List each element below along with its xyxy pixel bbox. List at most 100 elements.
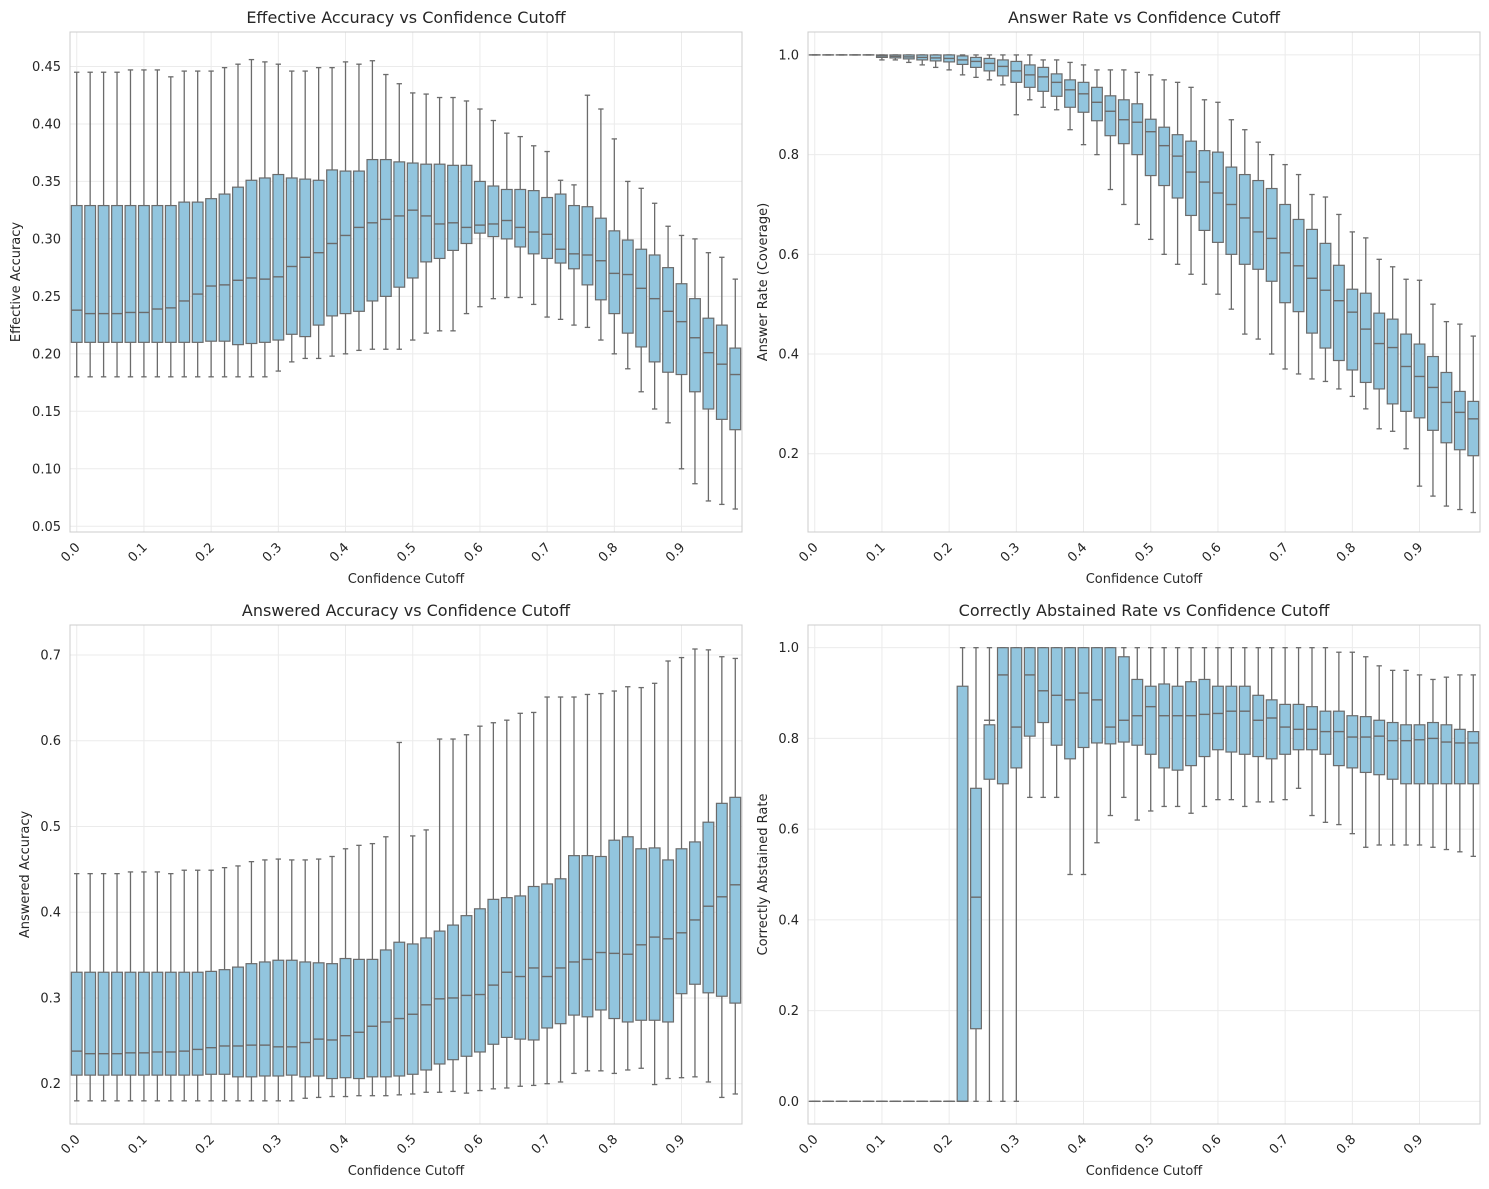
iqr-box (70, 971, 83, 1076)
box-20 (1077, 647, 1090, 876)
iqr-box (379, 949, 392, 1078)
y-tick-label: 1.0 (778, 48, 799, 63)
box-46 (1426, 303, 1439, 497)
box-41 (621, 686, 634, 1071)
iqr-box (1225, 685, 1238, 753)
iqr-box (1104, 95, 1117, 137)
box-42 (635, 686, 648, 1069)
iqr-box (164, 204, 177, 343)
box-44 (662, 660, 675, 1080)
box-40 (1346, 231, 1359, 398)
box-45 (675, 234, 688, 470)
box-7 (902, 54, 915, 64)
x-tick-label: 0.5 (1132, 540, 1157, 565)
iqr-box (702, 821, 715, 994)
box-25 (406, 92, 419, 341)
box-11 (956, 54, 969, 76)
iqr-box (164, 971, 177, 1076)
box-24 (393, 741, 406, 1096)
iqr-box (406, 943, 419, 1075)
x-tick-label: 0.2 (193, 1132, 218, 1157)
x-tick-label: 0.3 (260, 540, 285, 565)
iqr-box (433, 163, 446, 260)
box-5 (137, 69, 150, 378)
iqr-box (1010, 60, 1023, 83)
iqr-box (487, 898, 500, 1045)
box-21 (352, 63, 365, 352)
iqr-box (715, 324, 728, 420)
iqr-box (447, 924, 460, 1061)
box-4 (124, 871, 137, 1102)
panel-effective-accuracy: 0.05 0.10 0.15 0.20 0.25 0.30 0.35 0.40 0.45 0.0 0… (9, 8, 743, 587)
iqr-box (84, 204, 97, 343)
box-13 (245, 58, 258, 378)
box-17 (299, 859, 312, 1099)
box-14 (258, 859, 271, 1102)
iqr-box (1386, 318, 1399, 405)
iqr-box (662, 859, 675, 1023)
box-22 (1104, 647, 1117, 817)
box-2 (97, 872, 110, 1102)
axes-frame (807, 31, 1481, 533)
y-tick-label: 0.0 (778, 1095, 799, 1110)
iqr-box (460, 915, 473, 1057)
x-tick-label: 0.2 (931, 540, 956, 565)
iqr-box (1292, 703, 1305, 751)
y-axis-label: Correctly Abstained Rate (756, 794, 771, 956)
x-tick-label: 0.3 (998, 540, 1023, 565)
iqr-box (621, 239, 634, 334)
x-tick-label: 0.1 (864, 1132, 889, 1157)
box-21 (352, 844, 365, 1097)
box-38 (1319, 196, 1332, 383)
box-21 (1090, 69, 1103, 156)
iqr-box (124, 204, 137, 343)
iqr-box (151, 971, 164, 1076)
box-46 (1426, 678, 1439, 848)
box-18 (312, 858, 325, 1099)
iqr-box (1359, 716, 1372, 774)
iqr-box (137, 971, 150, 1076)
box-39 (1332, 213, 1345, 390)
box-42 (1373, 258, 1386, 430)
box-40 (608, 138, 621, 355)
axes-frame (807, 624, 1481, 1125)
y-tick-label: 0.8 (778, 148, 799, 163)
box-19 (1064, 61, 1077, 131)
y-axis-label: Answer Rate (Coverage) (756, 203, 771, 361)
x-tick-label: 0.5 (394, 540, 419, 565)
iqr-box (608, 230, 621, 315)
box-5 (137, 871, 150, 1102)
iqr-box (1306, 228, 1318, 334)
box-40 (1346, 651, 1359, 835)
iqr-box (366, 158, 379, 302)
box-27 (433, 96, 446, 332)
iqr-box (178, 971, 191, 1076)
x-tick-label: 0.1 (864, 540, 889, 565)
x-tick-label: 0.2 (193, 540, 218, 565)
iqr-box (729, 796, 742, 1004)
box-18 (1050, 59, 1063, 111)
x-tick-label: 0.0 (796, 1132, 821, 1157)
box-15 (1010, 54, 1023, 116)
x-tick-label: 0.5 (1132, 1132, 1157, 1157)
box-40 (608, 690, 621, 1075)
x-tick-label: 0.6 (1200, 1132, 1225, 1157)
iqr-box (956, 685, 969, 1102)
box-13 (983, 54, 996, 81)
iqr-box (1064, 647, 1077, 760)
box-44 (1400, 278, 1413, 450)
y-axis-label: Answered Accuracy (18, 811, 33, 939)
box-33 (514, 135, 527, 299)
iqr-box (1413, 724, 1426, 785)
iqr-box (151, 204, 164, 343)
iqr-box (379, 158, 392, 297)
iqr-box (218, 193, 231, 342)
iqr-box (1238, 173, 1251, 265)
box-12 (232, 865, 244, 1102)
iqr-box (1198, 678, 1211, 758)
iqr-box (460, 164, 473, 245)
box-25 (1144, 74, 1157, 241)
iqr-box (970, 56, 982, 68)
iqr-box (1131, 103, 1144, 156)
